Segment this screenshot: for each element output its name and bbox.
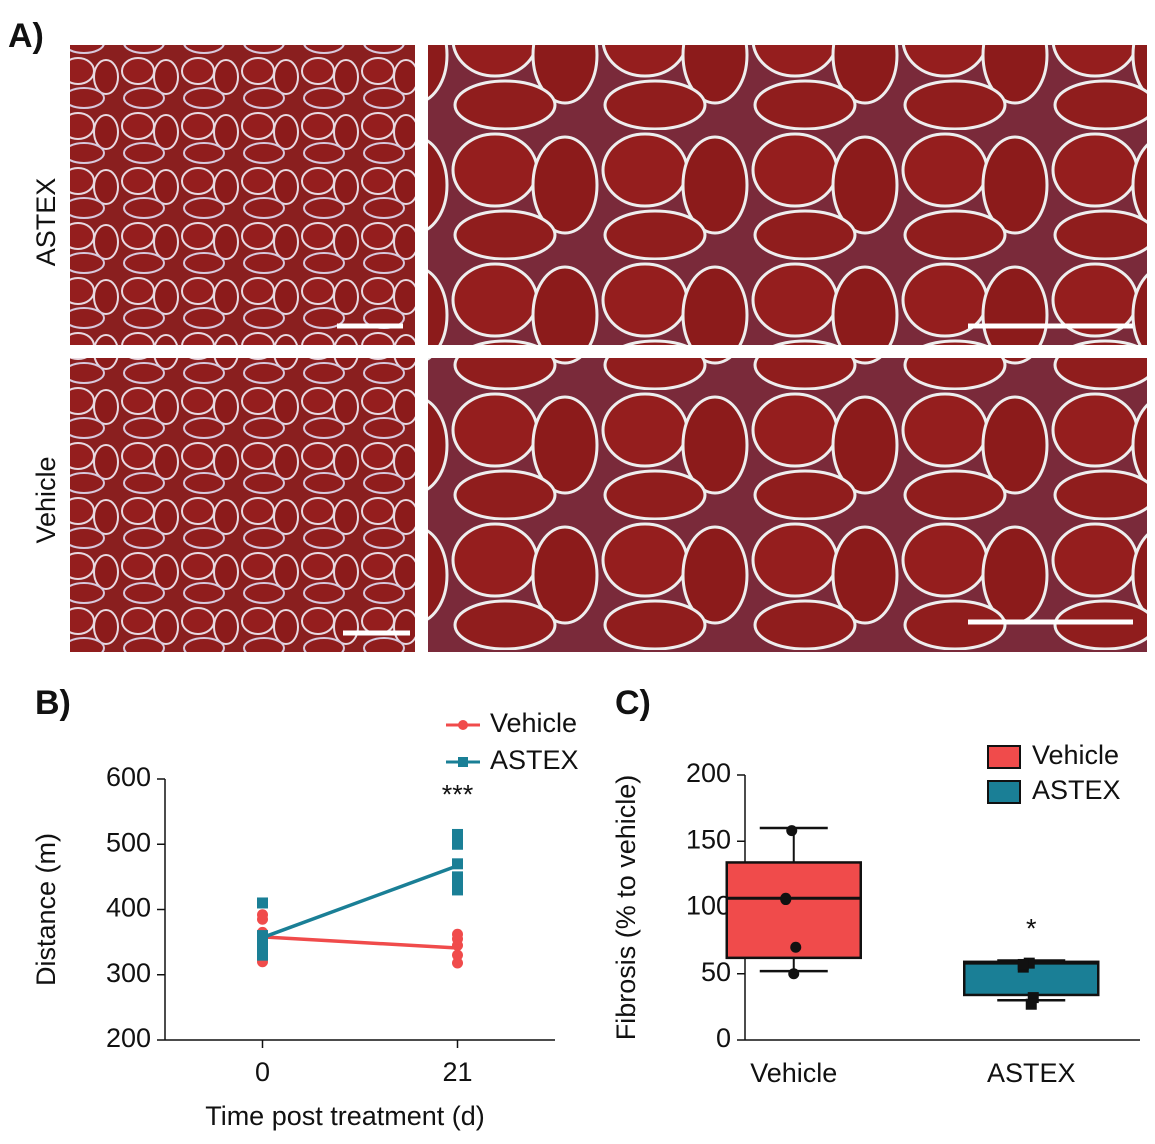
micrographs xyxy=(70,45,1147,652)
legend-label: ASTEX xyxy=(1032,775,1121,805)
legend-label: ASTEX xyxy=(490,745,579,775)
micrograph xyxy=(428,45,1147,345)
point xyxy=(452,949,463,961)
legend-marker xyxy=(458,757,468,767)
y-tick-label: 400 xyxy=(106,893,151,923)
point xyxy=(1017,958,1029,970)
point xyxy=(452,838,463,850)
annotation: *** xyxy=(442,780,474,810)
y-tick-label: 500 xyxy=(106,827,151,857)
annotation: * xyxy=(1026,914,1037,944)
x-tick-label: Vehicle xyxy=(750,1058,837,1088)
panel-label: C) xyxy=(615,684,651,722)
point xyxy=(257,930,268,942)
point xyxy=(452,884,463,896)
x-axis-label: Time post treatment (d) xyxy=(205,1101,485,1131)
point xyxy=(452,877,463,889)
point xyxy=(257,909,268,921)
y-tick-label: 50 xyxy=(701,957,731,987)
y-tick-label: 600 xyxy=(106,762,151,792)
point xyxy=(257,943,268,955)
point xyxy=(1023,957,1035,969)
series-line xyxy=(262,935,458,950)
y-tick-label: 200 xyxy=(686,758,731,788)
point xyxy=(790,941,802,953)
x-tick-label: 0 xyxy=(255,1057,270,1087)
micrograph xyxy=(70,358,415,652)
micrograph xyxy=(70,45,415,345)
point xyxy=(452,957,463,969)
y-axis-label: Distance (m) xyxy=(31,833,61,986)
legend-label: Vehicle xyxy=(1032,740,1119,770)
point xyxy=(1027,992,1039,1004)
y-tick-label: 100 xyxy=(686,891,731,921)
point xyxy=(786,825,798,837)
point xyxy=(257,897,268,909)
box xyxy=(725,861,862,960)
legend-swatch xyxy=(987,780,1021,804)
legend-swatch xyxy=(987,745,1021,769)
y-tick-label: 200 xyxy=(106,1023,151,1053)
y-tick-label: 300 xyxy=(106,958,151,988)
point xyxy=(452,928,463,940)
y-tick-label: 150 xyxy=(686,824,731,854)
legend-marker xyxy=(458,720,468,730)
point xyxy=(452,871,463,883)
point xyxy=(780,892,792,904)
x-tick-label: ASTEX xyxy=(987,1058,1076,1088)
point xyxy=(1025,998,1037,1010)
x-tick-label: 21 xyxy=(442,1057,472,1087)
y-axis-label: Fibrosis (% to vehicle) xyxy=(611,775,641,1041)
row-label: ASTEX xyxy=(31,178,61,267)
panel-label: B) xyxy=(35,684,71,722)
panel-label: A) xyxy=(8,17,44,55)
point xyxy=(452,828,463,840)
micrograph xyxy=(428,358,1147,652)
series-line xyxy=(261,864,459,940)
legend-label: Vehicle xyxy=(490,708,577,738)
row-label: Vehicle xyxy=(31,456,61,543)
point xyxy=(788,968,800,980)
y-tick-label: 0 xyxy=(716,1023,731,1053)
point xyxy=(257,949,268,961)
point xyxy=(452,858,463,870)
